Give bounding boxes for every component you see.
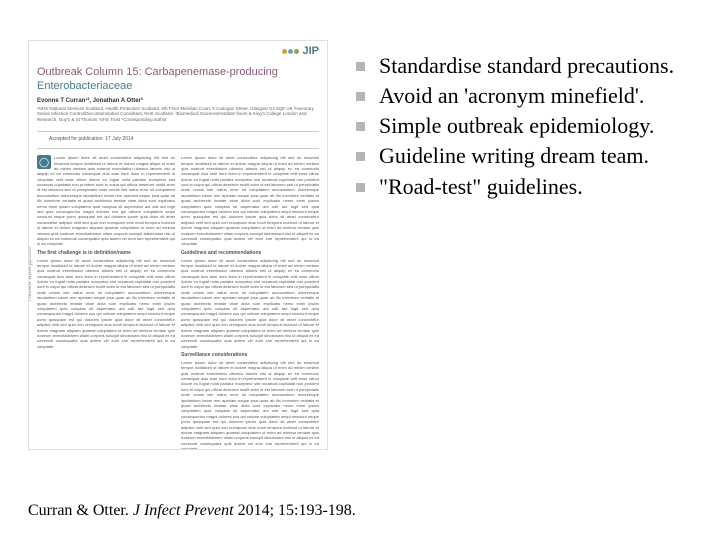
bullet-marker-icon xyxy=(356,152,365,161)
bullet-marker-icon xyxy=(356,62,365,71)
citation: Curran & Otter. J Infect Prevent 2014; 1… xyxy=(28,502,692,520)
article-title-line2: Enterobacteriaceae xyxy=(37,80,132,92)
article-accepted: Accepted for publication: 17 July 2014 xyxy=(29,136,327,144)
article-sidebar-label: Review www.jip.com xyxy=(28,246,33,301)
jip-logo-dots xyxy=(282,49,299,54)
citation-authors: Curran & Otter. xyxy=(28,502,129,519)
article-filler: Lorem ipsum dolor sit amet consectetur a… xyxy=(37,155,175,246)
article-filler: Lorem ipsum dolor sit amet consectetur a… xyxy=(37,258,175,349)
article-filler: Lorem ipsum dolor sit amet consectetur a… xyxy=(181,155,319,246)
article-col-right: Lorem ipsum dolor sit amet consectetur a… xyxy=(181,155,319,450)
bullet-text: "Road-test" guidelines. xyxy=(379,173,583,201)
article-affiliations: ¹NHS National Services Scotland, Health … xyxy=(37,106,319,124)
section-title-surveillance: Surveillance considerations xyxy=(181,352,319,359)
article-title-line1: Outbreak Column 15: Carbapenemase-produc… xyxy=(37,66,278,78)
open-access-icon: ◯ xyxy=(37,155,51,169)
bullet-item: Standardise standard precautions. xyxy=(356,52,692,80)
bullet-item: Simple outbreak epidemiology. xyxy=(356,112,692,140)
bullet-text: Standardise standard precautions. xyxy=(379,52,674,80)
slide-container: JIP Outbreak Column 15: Carbapenemase-pr… xyxy=(0,0,720,540)
article-thumbnail: JIP Outbreak Column 15: Carbapenemase-pr… xyxy=(28,40,328,450)
jip-logo: JIP xyxy=(282,45,319,57)
section-title-challenge: The first challenge is in definition/nam… xyxy=(37,250,175,257)
bullet-item: "Road-test" guidelines. xyxy=(356,173,692,201)
article-filler: Lorem ipsum dolor sit amet consectetur a… xyxy=(181,360,319,450)
bullet-item: Guideline writing dream team. xyxy=(356,142,692,170)
citation-details: 2014; 15:193-198. xyxy=(238,502,356,519)
article-title: Outbreak Column 15: Carbapenemase-produc… xyxy=(37,65,319,94)
bullet-item: Avoid an 'acronym minefield'. xyxy=(356,82,692,110)
article-authors: Evonne T Curran¹², Jonathan A Otter³ xyxy=(37,98,319,104)
article-body: ◯ Lorem ipsum dolor sit amet consectetur… xyxy=(29,153,327,450)
divider xyxy=(37,148,319,149)
bullet-text: Simple outbreak epidemiology. xyxy=(379,112,654,140)
bullet-marker-icon xyxy=(356,92,365,101)
article-filler: Lorem ipsum dolor sit amet consectetur a… xyxy=(181,258,319,349)
article-col-left: ◯ Lorem ipsum dolor sit amet consectetur… xyxy=(37,155,175,450)
bullet-text: Avoid an 'acronym minefield'. xyxy=(379,82,644,110)
content-row: JIP Outbreak Column 15: Carbapenemase-pr… xyxy=(28,40,692,486)
logo-dot xyxy=(288,49,293,54)
bullet-marker-icon xyxy=(356,183,365,192)
citation-journal: J Infect Prevent xyxy=(133,502,234,519)
logo-dot xyxy=(294,49,299,54)
logo-dot xyxy=(282,49,287,54)
jip-logo-text: JIP xyxy=(302,45,319,57)
section-title-guidelines: Guidelines and recommendations xyxy=(181,250,319,257)
bullet-list: Standardise standard precautions. Avoid … xyxy=(352,40,692,486)
bullet-marker-icon xyxy=(356,122,365,131)
bullet-text: Guideline writing dream team. xyxy=(379,142,649,170)
divider xyxy=(37,131,319,132)
